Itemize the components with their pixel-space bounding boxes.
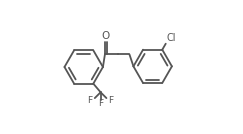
Text: Cl: Cl — [166, 33, 176, 43]
Text: F: F — [108, 96, 114, 105]
Text: F: F — [98, 99, 103, 108]
Text: F: F — [88, 96, 93, 105]
Text: O: O — [102, 31, 110, 41]
